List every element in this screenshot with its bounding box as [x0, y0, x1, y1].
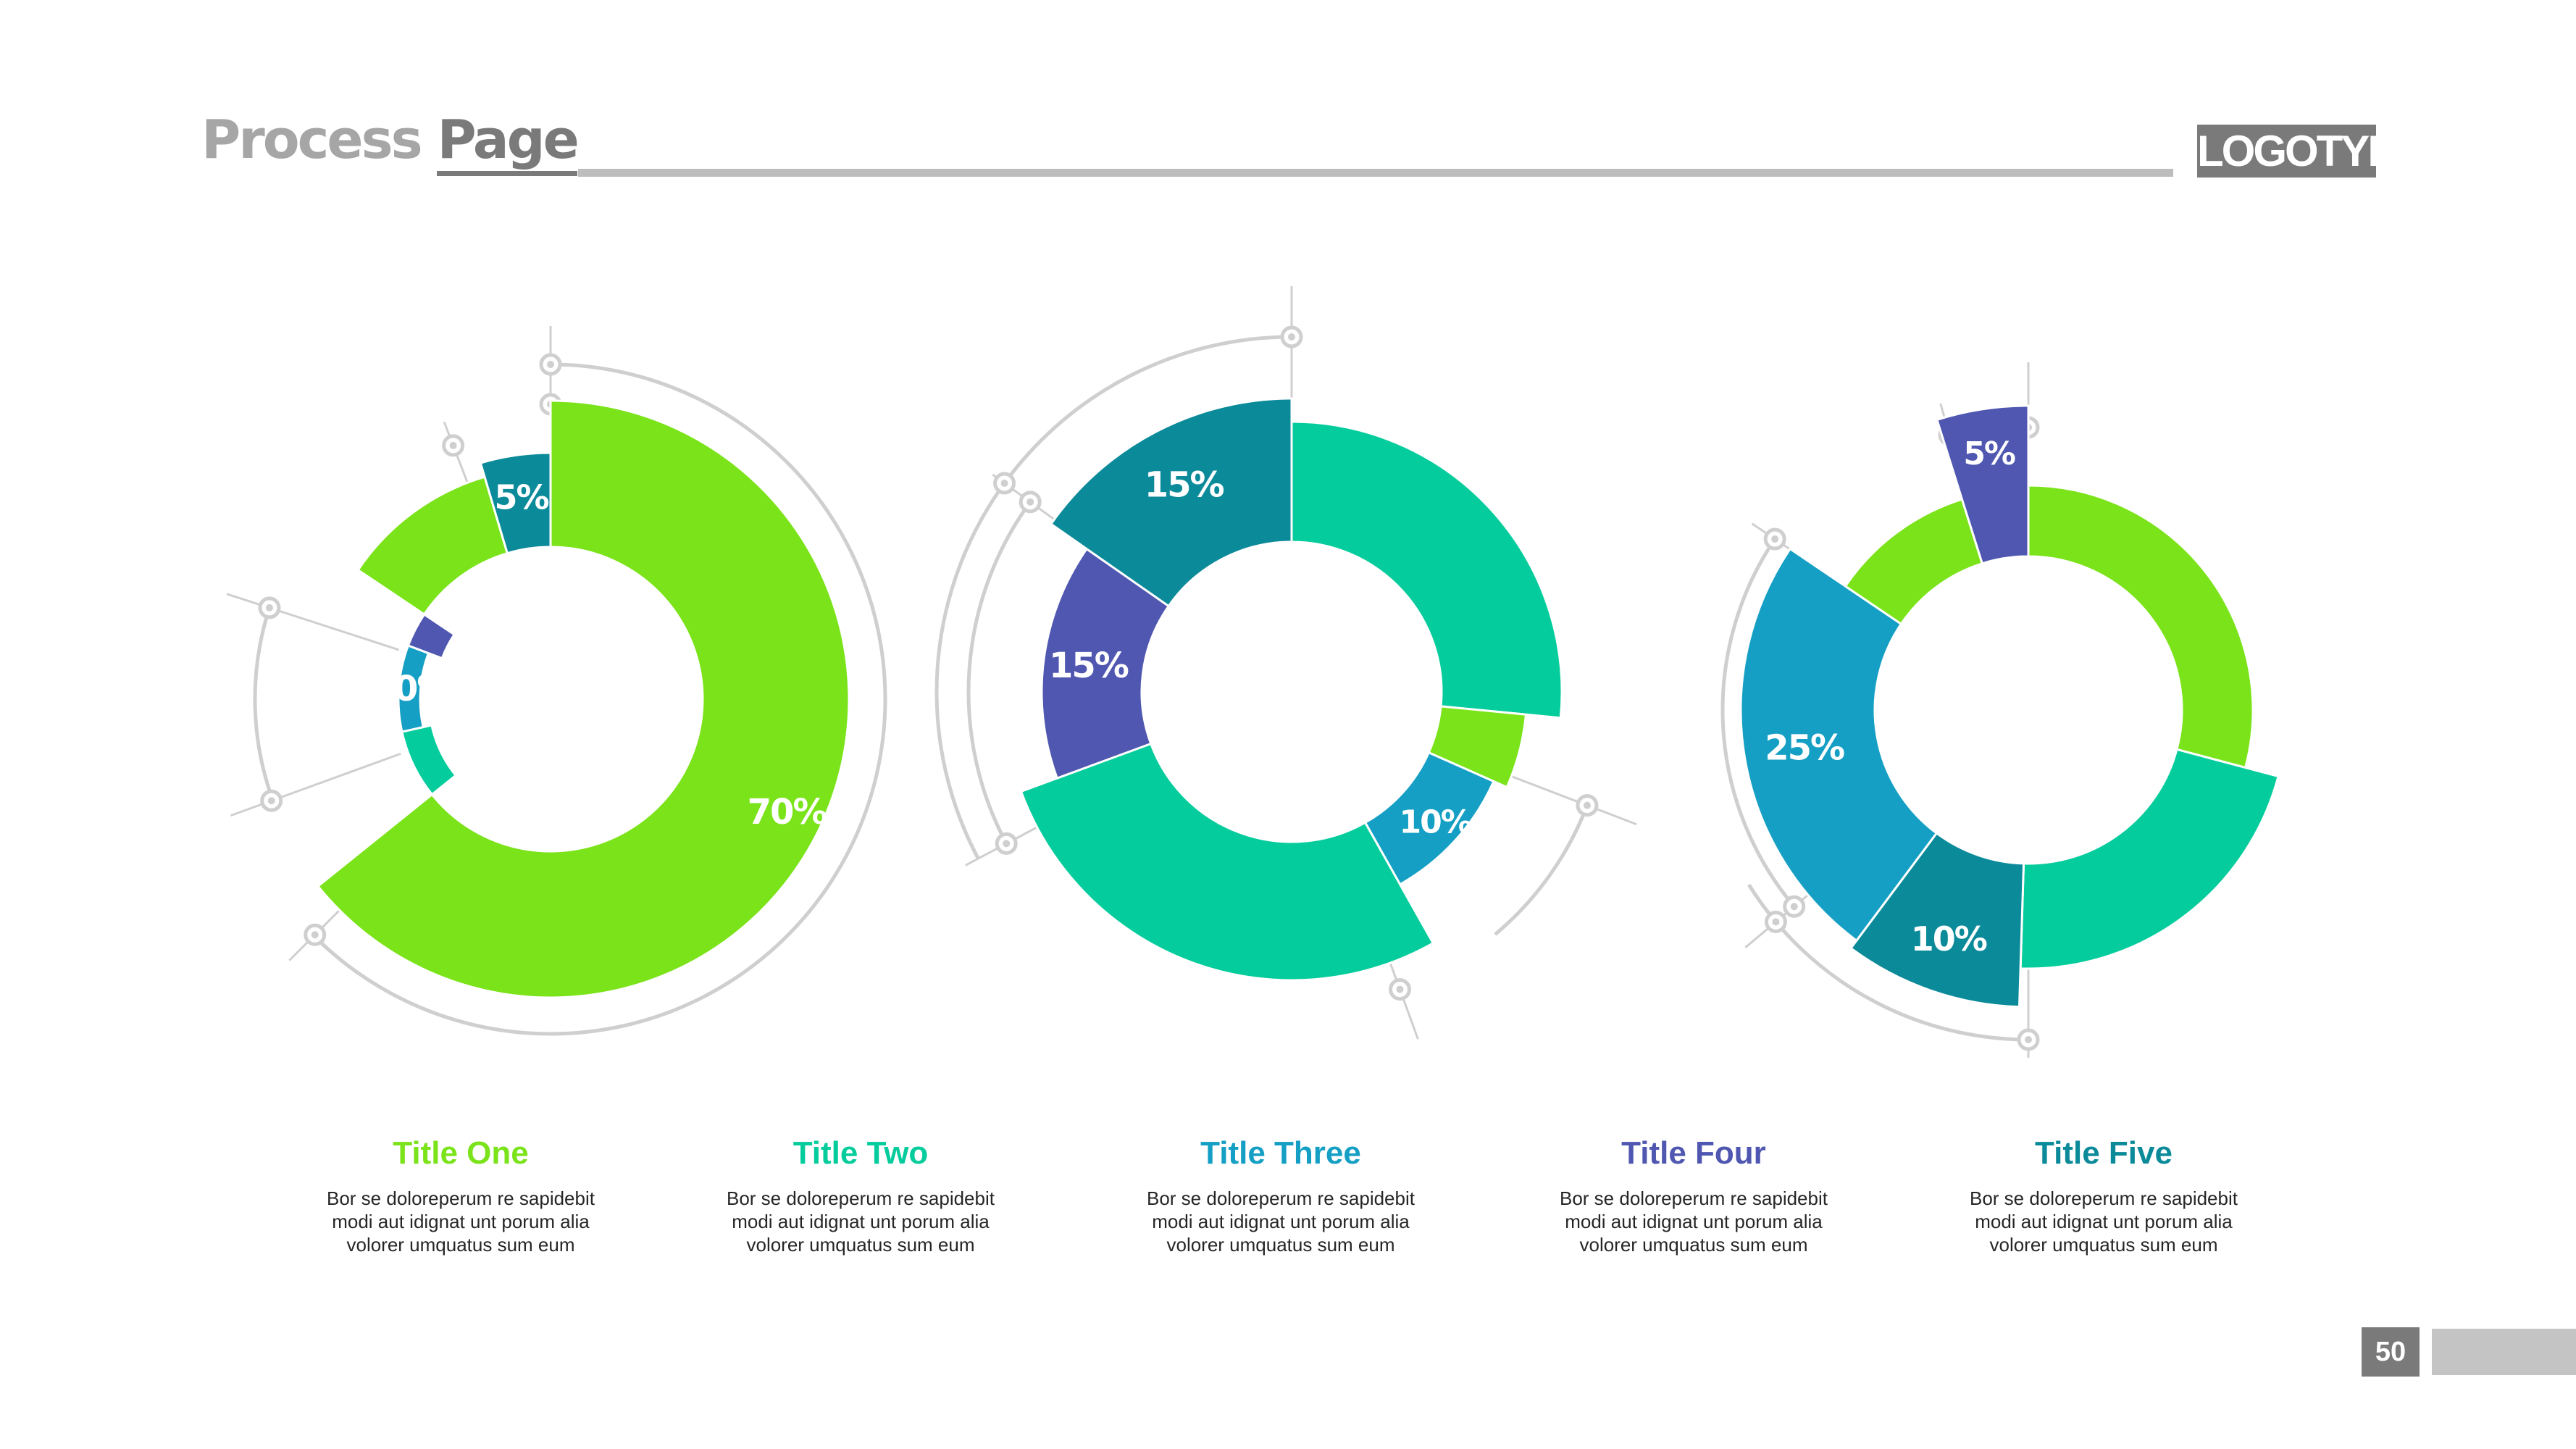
chart-1-segment-6: [479, 451, 552, 555]
guide-tick-4: [226, 593, 400, 651]
guide-node-dot-7-2: [1026, 498, 1034, 506]
guide-node-dot-4-1: [265, 604, 273, 611]
chart-1-segment-3-label: 10%: [372, 669, 451, 709]
chart-3-segment-4: [1739, 547, 1939, 943]
guide-arc-1: [312, 362, 887, 1036]
chart-2-segment-4: [1019, 742, 1435, 982]
page-title-word2: Page: [437, 109, 580, 176]
chart-3-segment-2: [2019, 748, 2280, 970]
guide-node-dot-13-1: [1771, 535, 1779, 543]
guide-arc-9: [1720, 538, 1796, 908]
header-divider: [578, 169, 2173, 177]
item-3-description: Bor se doloreperum re sapidebit modi aut…: [1147, 1187, 1415, 1256]
guide-node-dot-7-1: [1000, 479, 1008, 487]
item-1-title: Title One: [393, 1135, 529, 1171]
guide-node-dot-8-1: [1003, 840, 1011, 848]
guide-arc-6: [1494, 804, 1589, 936]
guide-node-dot-5-1: [311, 931, 319, 939]
guide-node-dot-15-1: [2025, 1036, 2032, 1043]
item-2: Title Two Bor se doloreperum re sapidebi…: [687, 1132, 1034, 1256]
chart-3-segment-4-label: 25%: [1765, 727, 1844, 768]
item-1-description: Bor se doloreperum re sapidebit modi aut…: [327, 1187, 595, 1256]
chart-1-segment-2: [401, 724, 458, 796]
item-1: Title One Bor se doloreperum re sapidebi…: [287, 1132, 635, 1256]
item-5-description: Bor se doloreperum re sapidebit modi aut…: [1970, 1187, 2238, 1256]
chart-3-segment-6: [1935, 404, 2030, 565]
item-5: Title Five Bor se doloreperum re sapideb…: [1930, 1132, 2278, 1256]
guide-arc-5: [966, 501, 1032, 845]
donut-charts: 70% 10% 5% 10% 15% 15% 10% 25% 5%: [226, 286, 2280, 1058]
chart-3-segment-1: [2027, 484, 2254, 769]
chart-2-segment-5: [1040, 547, 1171, 780]
chart-1-segment-6-label: 5%: [495, 477, 549, 517]
item-3: Title Three Bor se doloreperum re sapide…: [1107, 1132, 1455, 1256]
guide-arc-3: [253, 607, 275, 801]
chart-2-segment-5-label: 15%: [1049, 646, 1129, 686]
item-4: Title Four Bor se doloreperum re sapideb…: [1520, 1132, 1868, 1256]
chart-2-segment-3-label: 10%: [1400, 804, 1472, 841]
item-4-description: Bor se doloreperum re sapidebit modi aut…: [1560, 1187, 1828, 1256]
guide-node-dot-14-2: [1772, 918, 1780, 926]
guide-node-dot-9-1: [1583, 801, 1591, 809]
chart-1-segment-1: [316, 399, 850, 999]
segment-labels: 70% 10% 5% 10% 15% 15% 10% 25% 5%: [372, 435, 2017, 959]
item-4-title: Title Four: [1621, 1135, 1766, 1171]
chart-1-segment-1-label: 70%: [748, 792, 827, 832]
chart-1-segment-5: [356, 475, 509, 617]
chart-2-segment-6: [1049, 397, 1293, 608]
item-2-description: Bor se doloreperum re sapidebit modi aut…: [727, 1187, 995, 1256]
chart-2-segment-1: [1290, 420, 1563, 719]
item-2-title: Title Two: [793, 1135, 929, 1171]
page-title-word1: Process: [201, 109, 423, 171]
page-title: Process Page: [201, 109, 580, 176]
chart-2-segment-6-label: 15%: [1145, 465, 1224, 506]
guide-arc-4: [934, 335, 1292, 860]
item-3-title: Title Three: [1200, 1135, 1361, 1171]
guide-tick-3: [230, 752, 401, 817]
guide-node-dot-6-1: [1288, 333, 1295, 341]
guide-node-dot-1-2: [547, 361, 554, 368]
guide-node-dot-3-1: [267, 797, 275, 805]
guide-node-dot-2-1: [449, 441, 457, 449]
donut-segments: [316, 397, 2280, 1009]
guide-node-dot-10-1: [1396, 985, 1404, 993]
chart-3-segment-6-label: 5%: [1963, 435, 2015, 472]
chart-3-segment-3: [1849, 831, 2025, 1009]
page-number: 50: [2362, 1327, 2420, 1377]
guide-node-dot-14-1: [1790, 903, 1798, 911]
item-5-title: Title Five: [2035, 1135, 2173, 1171]
chart-3-segment-3-label: 10%: [1911, 919, 1987, 959]
page-footer-bar: [2432, 1329, 2576, 1375]
